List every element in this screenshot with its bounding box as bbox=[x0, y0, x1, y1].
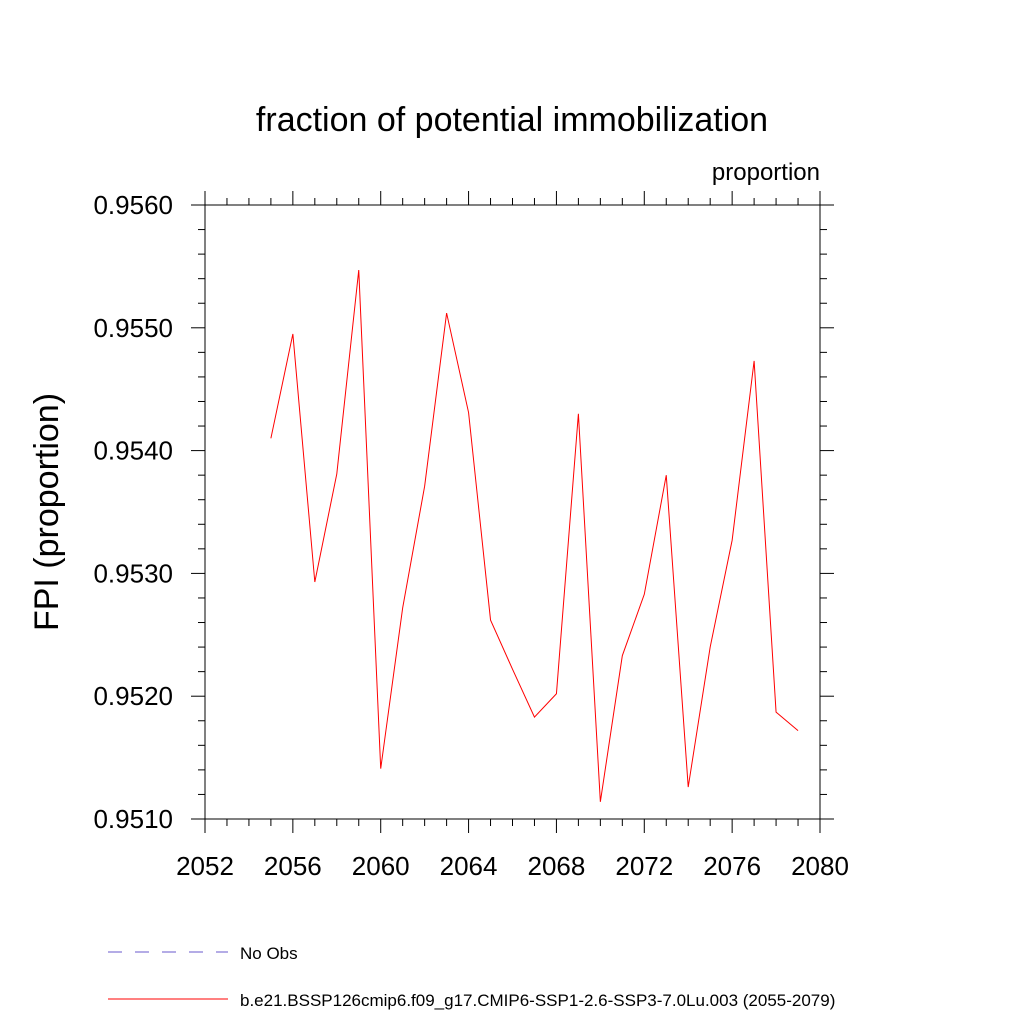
axes: 2052 2056 2060 2064 2068 2072 2076 2080 0.9510 0.… bbox=[93, 190, 848, 881]
x-tick-label: 2060 bbox=[352, 851, 410, 881]
series-line bbox=[270, 270, 799, 802]
y-tick-label: 0.9550 bbox=[93, 313, 173, 343]
x-tick-label: 2052 bbox=[176, 851, 234, 881]
chart-title: fraction of potential immobilization bbox=[256, 101, 768, 139]
series-lines bbox=[270, 270, 799, 802]
x-tick-label: 2076 bbox=[703, 851, 761, 881]
y-axis-label: FPI (proportion) bbox=[28, 393, 66, 631]
y-tick-label: 0.9530 bbox=[93, 558, 173, 588]
x-tick-label: 2056 bbox=[264, 851, 322, 881]
y-tick-label: 0.9560 bbox=[93, 190, 173, 220]
x-tick-label: 2072 bbox=[615, 851, 673, 881]
x-tick-label: 2080 bbox=[791, 851, 849, 881]
plot-frame bbox=[204, 204, 821, 820]
x-tick-label: 2064 bbox=[440, 851, 498, 881]
y-tick-label: 0.9510 bbox=[93, 804, 173, 834]
legend: No Obs b.e21.BSSP126cmip6.f09_g17.CMIP6-S… bbox=[108, 944, 835, 1010]
units-label: proportion bbox=[712, 159, 820, 186]
x-tick-label: 2068 bbox=[528, 851, 586, 881]
legend-label: b.e21.BSSP126cmip6.f09_g17.CMIP6-SSP1-2.… bbox=[240, 991, 835, 1010]
y-tick-label: 0.9540 bbox=[93, 436, 173, 466]
y-tick-label: 0.9520 bbox=[93, 681, 173, 711]
legend-label: No Obs bbox=[240, 944, 298, 963]
